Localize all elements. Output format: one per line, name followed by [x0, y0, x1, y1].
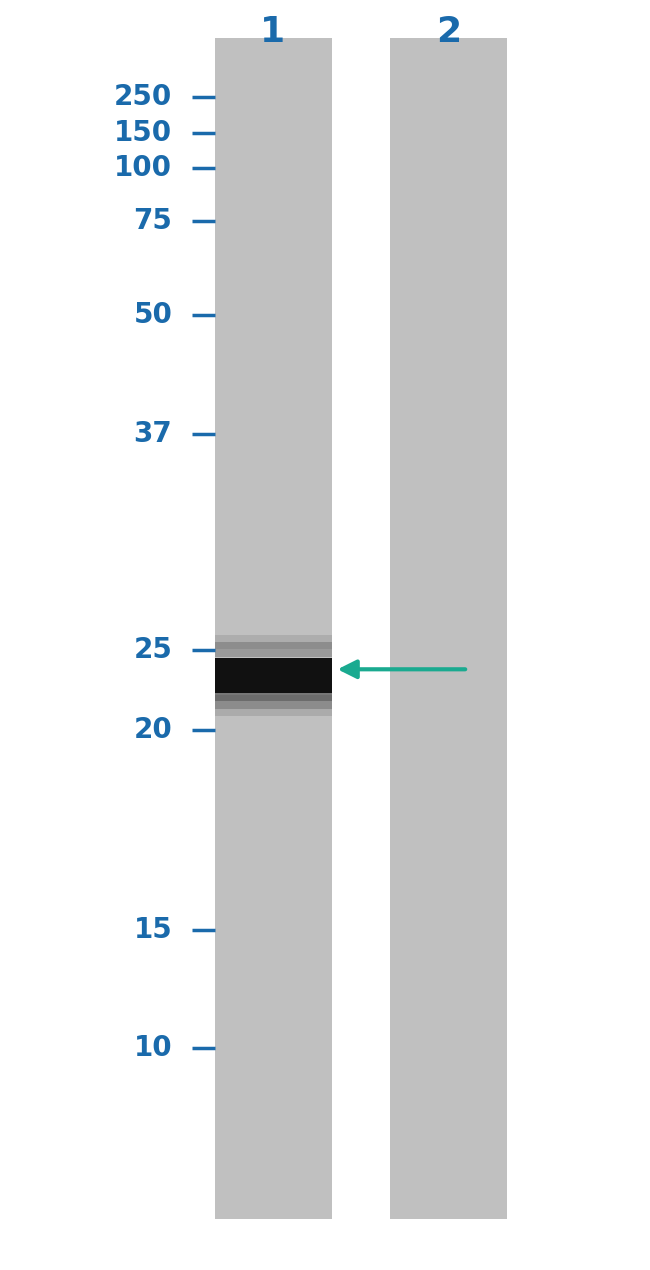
Text: 250: 250	[114, 83, 172, 110]
Bar	[214, 687, 332, 709]
Text: 20: 20	[133, 716, 172, 744]
Bar	[214, 643, 332, 657]
Text: 10: 10	[134, 1034, 172, 1062]
Text: 25: 25	[133, 636, 172, 664]
Bar	[214, 658, 332, 693]
Bar	[214, 695, 332, 716]
Text: 150: 150	[114, 119, 172, 147]
Text: 100: 100	[114, 154, 172, 182]
Bar	[390, 38, 507, 1219]
Text: 37: 37	[133, 420, 172, 448]
Text: 50: 50	[133, 301, 172, 329]
Bar	[214, 679, 332, 701]
Text: 15: 15	[133, 916, 172, 944]
Bar	[214, 38, 332, 1219]
Text: 1: 1	[261, 15, 285, 48]
Text: 75: 75	[133, 207, 172, 235]
Text: 2: 2	[436, 15, 461, 48]
Bar	[214, 635, 332, 649]
